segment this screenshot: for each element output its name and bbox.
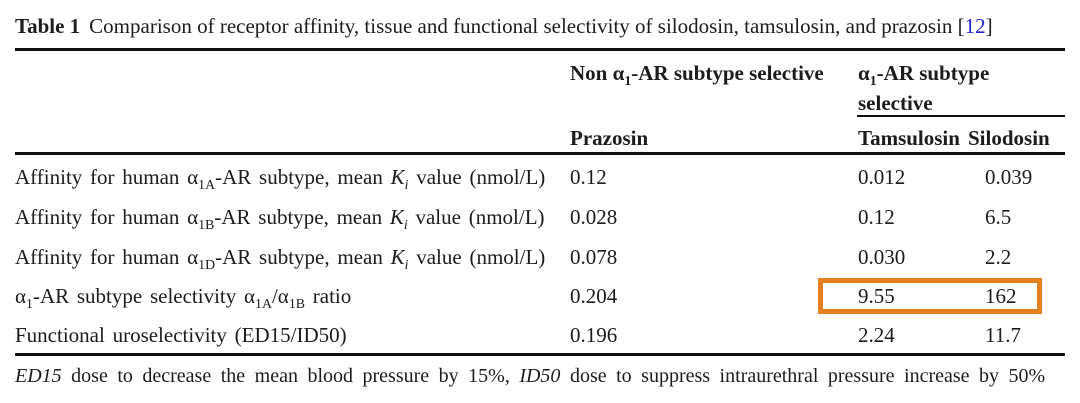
table-row: Functional uroselectivity (ED15/ID50) 0.… [15,322,1065,348]
citation-bracket-open: [ [957,14,965,38]
table-caption-text: Comparison of receptor affinity, tissue … [89,14,953,38]
cell-silodosin: 0.039 [985,165,1033,189]
header-bottom-rule [15,152,1065,155]
table-bottom-rule [15,353,1065,356]
table-row: Affinity for human α1A-AR subtype, mean … [15,164,1065,193]
column-header-prazosin: Prazosin [570,126,649,150]
cell-silodosin: 6.5 [985,205,1012,229]
cell-tamsulosin: 9.55 [858,284,895,308]
table-row: Affinity for human α1B-AR subtype, mean … [15,204,1065,233]
table-top-rule [15,48,1065,51]
row-label: Affinity for human α1A-AR subtype, mean … [15,165,546,193]
cell-prazosin: 0.196 [570,323,618,347]
row-label: Functional uroselectivity (ED15/ID50) [15,323,347,347]
citation-bracket-close: ] [985,14,993,38]
header-spanner-non-selective: Non α1-AR subtype selective [570,61,824,89]
table-caption-label: Table 1 [15,14,81,38]
table-row: Affinity for human α1D-AR subtype, mean … [15,244,1065,273]
cell-tamsulosin: 0.12 [858,205,895,229]
cell-tamsulosin: 0.012 [858,165,906,189]
row-label: Affinity for human α1B-AR subtype, mean … [15,205,545,233]
cell-prazosin: 0.028 [570,205,618,229]
column-header-tamsulosin: Tamsulosin [858,126,960,150]
cell-prazosin: 0.078 [570,245,618,269]
citation-ref[interactable]: 12 [964,14,986,38]
table-row-highlighted: α1-AR subtype selectivity α1A/α1B ratio … [15,283,1065,312]
cell-tamsulosin: 0.030 [858,245,906,269]
spanner-underline-rule [857,115,1065,117]
cell-silodosin: 2.2 [985,245,1012,269]
cell-prazosin: 0.12 [570,165,607,189]
highlight-box [818,278,1042,314]
cell-prazosin: 0.204 [570,284,618,308]
cell-tamsulosin: 2.24 [858,323,895,347]
cell-silodosin: 11.7 [985,323,1021,347]
header-spanner-selective: α1-AR subtype selective [858,61,990,115]
row-label: α1-AR subtype selectivity α1A/α1B ratio [15,284,352,312]
cell-silodosin: 162 [985,284,1017,308]
column-header-silodosin: Silodosin [968,126,1050,150]
table-caption: Table 1 Comparison of receptor affinity, … [15,13,1070,39]
table-footnote: ED15 dose to decrease the mean blood pre… [15,365,1046,387]
row-label: Affinity for human α1D-AR subtype, mean … [15,245,546,273]
